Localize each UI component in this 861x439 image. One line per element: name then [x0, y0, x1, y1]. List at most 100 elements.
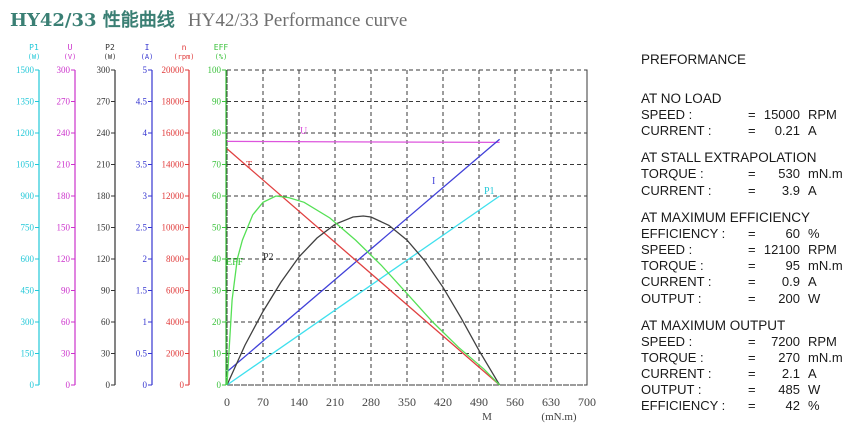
performance-eq: =	[748, 382, 756, 398]
performance-section-title: AT NO LOAD	[641, 91, 722, 106]
performance-eq: =	[748, 366, 756, 382]
axis-name-P1: P1	[29, 43, 39, 52]
performance-label: SPEED :	[641, 241, 693, 257]
axis-tick-label-I: 4.5	[136, 97, 148, 107]
axis-tick-label-I: 4	[143, 128, 148, 138]
series-label-T: T	[246, 160, 252, 171]
x-tick-label: 630	[542, 395, 560, 409]
performance-eq: =	[748, 225, 756, 241]
axis-tick-label-P2: 150	[97, 223, 111, 233]
axis-tick-label-U: 90	[61, 286, 71, 296]
axis-tick-label-P2: 30	[101, 349, 111, 359]
series-line-P2	[226, 215, 501, 386]
x-tick-label: 210	[326, 395, 344, 409]
x-tick-label: 560	[506, 395, 524, 409]
series-line-EFF	[226, 195, 501, 386]
axis-tick-label-EFF: 90	[212, 97, 222, 107]
performance-row: CURRENT : = 3.9 A	[641, 183, 857, 199]
performance-row: CURRENT : = 2.1 A	[641, 366, 857, 382]
axis-tick-label-I: 5	[143, 65, 148, 75]
performance-value: 2.1	[781, 366, 800, 382]
performance-section: AT NO LOAD SPEED : = 15000 RPM CURRENT : = 0.21…	[641, 91, 857, 139]
axis-tick-label-EFF: 0	[217, 380, 222, 390]
performance-eq: =	[748, 241, 756, 257]
performance-label: EFFICIENCY :	[641, 225, 726, 241]
x-tick-label: 0	[224, 395, 230, 409]
performance-label: CURRENT :	[641, 123, 712, 139]
axis-tick-label-n: 6000	[166, 286, 185, 296]
axis-tick-label-n: 14000	[162, 160, 185, 170]
x-tick-label: 700	[578, 395, 596, 409]
series-line-P1	[226, 195, 500, 386]
performance-row: TORQUE : = 95 mN.m	[641, 258, 857, 274]
axis-tick-label-I: 2	[143, 254, 148, 264]
axis-tick-label-P2: 210	[97, 160, 111, 170]
series-line-U	[226, 140, 500, 144]
performance-label: TORQUE :	[641, 349, 704, 365]
performance-value: 95	[785, 258, 800, 274]
axis-tick-label-I: 0	[143, 380, 148, 390]
axis-tick-label-P1: 900	[21, 191, 35, 201]
axis-tick-label-I: 0.5	[136, 349, 148, 359]
axis-tick-label-P2: 270	[97, 97, 111, 107]
performance-row: SPEED : = 7200 RPM	[641, 334, 857, 350]
chart-title: HY42/33 性能曲线 HY42/33 Performance curve	[10, 6, 407, 36]
performance-label: TORQUE :	[641, 258, 704, 274]
performance-heading: PREFORMANCE	[641, 52, 747, 67]
axis-tick-label-n: 12000	[162, 191, 185, 201]
performance-value: 60	[785, 225, 800, 241]
x-tick-label: 490	[470, 395, 488, 409]
performance-label: SPEED :	[641, 107, 693, 122]
performance-panel: PREFORMANCE AT NO LOAD SPEED : = 15000 RPM CU…	[641, 52, 857, 426]
performance-eq: =	[748, 333, 756, 349]
performance-section: AT MAXIMUM EFFICIENCY EFFICIENCY : = 60% SPE…	[641, 210, 857, 307]
axis-tick-label-EFF: 10	[212, 349, 222, 359]
performance-unit: RPM	[808, 107, 837, 122]
performance-eq: =	[748, 274, 756, 290]
axis-tick-label-U: 0	[66, 380, 71, 390]
performance-label: OUTPUT :	[641, 290, 702, 306]
axis-unit-I: (A)	[141, 53, 154, 61]
axis-tick-label-EFF: 30	[212, 286, 222, 296]
axis-tick-label-P2: 300	[97, 65, 111, 75]
axis-tick-label-EFF: 50	[212, 223, 222, 233]
axis-name-U: U	[68, 43, 73, 52]
axis-tick-label-n: 16000	[162, 128, 185, 138]
axis-tick-label-EFF: 100	[208, 65, 222, 75]
axis-tick-label-P1: 750	[21, 223, 35, 233]
axis-tick-label-P1: 1200	[16, 128, 35, 138]
axis-tick-label-P1: 450	[21, 286, 35, 296]
axis-tick-label-P1: 150	[21, 349, 35, 359]
axis-tick-label-EFF: 80	[212, 128, 222, 138]
performance-label: CURRENT :	[641, 274, 712, 290]
performance-unit: mN.m	[808, 258, 843, 274]
performance-value: 0.9	[781, 274, 800, 290]
axis-tick-label-EFF: 20	[212, 317, 222, 327]
axis-tick-label-I: 2.5	[136, 223, 148, 233]
performance-unit: A	[808, 123, 817, 139]
series-label-U: U	[300, 126, 308, 137]
title-main: HY42/33 性能曲线	[10, 10, 175, 31]
axis-tick-label-U: 60	[61, 317, 71, 327]
axis-tick-label-n: 10000	[162, 223, 185, 233]
axis-tick-label-n: 18000	[162, 97, 185, 107]
performance-value: 530	[778, 166, 800, 182]
axis-name-EFF: EFF	[214, 43, 229, 52]
axis-tick-label-I: 3.5	[136, 160, 148, 170]
performance-unit: RPM	[808, 333, 837, 349]
x-tick-label: 140	[290, 395, 308, 409]
performance-value: 200	[778, 290, 800, 306]
series-label-P1: P1	[484, 186, 495, 197]
x-axis-label: M	[482, 411, 492, 423]
x-axis-unit: (mN.m)	[541, 411, 576, 423]
series-label-P2: P2	[263, 252, 274, 263]
performance-row: TORQUE : = 530 mN.m	[641, 166, 857, 182]
axis-tick-label-P1: 0	[30, 380, 35, 390]
axis-tick-label-P2: 120	[97, 254, 111, 264]
performance-value: 15000	[763, 107, 800, 122]
axis-tick-label-P2: 0	[106, 380, 111, 390]
performance-label: OUTPUT :	[641, 382, 702, 398]
performance-unit: A	[808, 182, 817, 198]
axis-tick-label-I: 1	[143, 317, 148, 327]
performance-unit: W	[808, 382, 821, 398]
